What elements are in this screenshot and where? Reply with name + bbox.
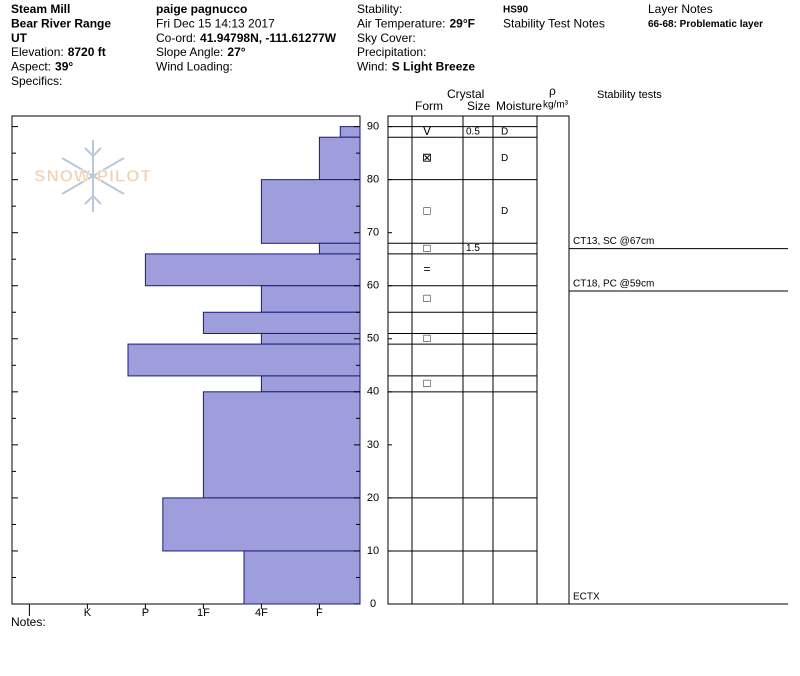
- stability-test: CT13, SC @67cm: [573, 236, 654, 247]
- header-text: Steam Mill: [11, 2, 70, 16]
- x-tick-label: 1F: [197, 607, 210, 619]
- field-label: Wind Loading:: [156, 60, 233, 74]
- x-tick-label: K: [84, 607, 92, 619]
- header-field: Specifics:: [11, 74, 62, 88]
- crystal-form: V: [423, 124, 431, 138]
- field-label: Specifics:: [11, 74, 62, 88]
- y-tick-label: 90: [367, 121, 379, 133]
- header-text: Layer Notes: [648, 2, 713, 16]
- field-value: 27°: [227, 45, 245, 59]
- notes: Notes:: [11, 615, 46, 629]
- y-tick-label: 60: [367, 280, 379, 292]
- column-header: Moisture: [496, 99, 542, 113]
- field-label: Co-ord:: [156, 31, 196, 45]
- header-text: HS90: [503, 5, 528, 16]
- header-text: Stability Test Notes: [503, 17, 605, 31]
- header-field: Slope Angle: 27°: [156, 45, 246, 59]
- hardness-bar: [260, 285, 361, 313]
- hardness-bar: [243, 550, 361, 605]
- crystal-form: □: [423, 204, 430, 218]
- moisture: D: [501, 206, 508, 217]
- x-tick-label: I: [28, 607, 31, 619]
- field-label: Stability:: [357, 2, 402, 16]
- field-value: 8720 ft: [68, 45, 106, 59]
- moisture: D: [501, 127, 508, 138]
- hardness-bar: [202, 391, 361, 499]
- stability-test: CT18, PC @59cm: [573, 279, 654, 290]
- y-tick-label: 20: [367, 492, 379, 504]
- stability-test: ECTX: [573, 592, 600, 603]
- hardness-bar: [162, 497, 361, 552]
- y-tick-label: 30: [367, 439, 379, 451]
- hardness-bar: [260, 332, 361, 345]
- y-tick-label: 40: [367, 386, 379, 398]
- column-header: kg/m³: [543, 100, 569, 111]
- header-field: Elevation: 8720 ft: [11, 45, 106, 59]
- logo-text: SNOW PILOT: [34, 166, 152, 185]
- crystal-size: 0.5: [466, 127, 480, 138]
- x-tick-label: 4F: [255, 607, 268, 619]
- header-field: Sky Cover:: [357, 31, 416, 45]
- hardness-bar: [339, 126, 361, 138]
- field-label: Aspect:: [11, 60, 51, 74]
- y-tick-label: 50: [367, 333, 379, 345]
- crystal-form: =: [423, 262, 430, 276]
- x-tick-label: F: [316, 607, 323, 619]
- column-header: ρ: [549, 84, 556, 98]
- header-text: UT: [11, 31, 28, 45]
- header-text: 66-68: Problematic layer: [648, 19, 763, 30]
- column-header: Crystal: [447, 87, 484, 101]
- y-tick-label: 70: [367, 227, 379, 239]
- crystal-size: 1.5: [466, 243, 480, 254]
- field-value: 39°: [55, 60, 73, 74]
- column-header: Form: [415, 99, 443, 113]
- header-field: Air Temperature: 29°F: [357, 17, 475, 31]
- moisture: D: [501, 153, 508, 164]
- crystal-form: □: [423, 376, 430, 390]
- field-label: Precipitation:: [357, 45, 426, 59]
- header-text: paige pagnucco: [156, 2, 247, 16]
- column-header: Stability tests: [597, 89, 662, 101]
- field-label: Air Temperature:: [357, 17, 445, 31]
- header-field: Stability:: [357, 2, 402, 16]
- header-field: Wind Loading:: [156, 60, 233, 74]
- field-label: Wind:: [357, 60, 388, 74]
- header-field: Wind: S Light Breeze: [357, 60, 475, 74]
- crystal-form: □: [423, 241, 430, 255]
- hardness-bar: [260, 179, 361, 244]
- table-frame: [387, 115, 570, 605]
- y-tick-label: 0: [370, 598, 376, 610]
- x-tick-label: P: [142, 607, 149, 619]
- crystal-form: □: [423, 291, 430, 305]
- crystal-form: □: [423, 331, 430, 345]
- field-label: Slope Angle:: [156, 45, 223, 59]
- y-tick-label: 80: [367, 174, 379, 186]
- header-field: Aspect: 39°: [11, 60, 73, 74]
- hardness-bar: [318, 136, 361, 181]
- y-tick-label: 10: [367, 545, 379, 557]
- field-label: Elevation:: [11, 45, 64, 59]
- header-text: Fri Dec 15 14:13 2017: [156, 17, 275, 31]
- field-value: S Light Breeze: [392, 60, 476, 74]
- logo: [61, 140, 125, 212]
- crystal-form: ⊠: [422, 151, 432, 165]
- field-value: 29°F: [449, 17, 474, 31]
- hardness-bar: [202, 311, 361, 334]
- header-field: Precipitation:: [357, 45, 426, 59]
- field-label: Sky Cover:: [357, 31, 416, 45]
- hardness-bar: [127, 343, 361, 377]
- hardness-bar: [318, 242, 361, 255]
- header-text: Bear River Range: [11, 17, 111, 31]
- column-header: Size: [467, 99, 491, 113]
- hardness-bar: [260, 375, 361, 393]
- header-field: Co-ord: 41.94798N, -111.61277W: [156, 31, 337, 45]
- field-value: 41.94798N, -111.61277W: [200, 31, 337, 45]
- hardness-bar: [144, 253, 361, 287]
